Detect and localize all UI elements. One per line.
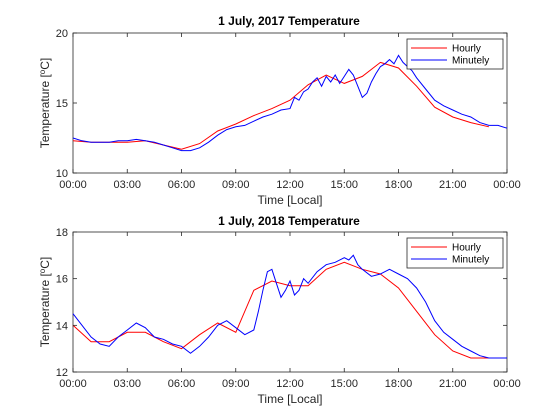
series-line-hourly	[72, 61, 490, 150]
legend-label: Minutely	[452, 255, 489, 266]
chart-title: 1 July, 2018 Temperature	[218, 214, 360, 228]
x-tick-label: 15:00	[330, 378, 358, 390]
legend-box	[406, 237, 504, 269]
legend-box	[406, 38, 504, 70]
y-tick-label: 16	[56, 274, 68, 286]
x-tick-label: 06:00	[168, 179, 196, 191]
x-tick-label: 00:00	[493, 179, 521, 191]
x-tick-label: 09:00	[222, 179, 250, 191]
x-tick-label: 00:00	[59, 378, 87, 390]
x-tick-label: 00:00	[493, 378, 521, 390]
chart-2017: 1 July, 2017 Temperature 00:00 03:00 06:00…	[38, 14, 521, 207]
chart-2018: 1 July, 2018 Temperature 00:00 03:00 06:00…	[38, 214, 521, 406]
legend-label: Hourly	[452, 243, 481, 254]
y-tick-label: 15	[56, 98, 68, 110]
legend-label: Minutely	[452, 56, 489, 67]
y-axis-label: Temperature [oC]	[38, 58, 53, 149]
x-tick-label: 21:00	[439, 378, 467, 390]
x-tick-label: 09:00	[222, 378, 250, 390]
x-tick-label: 03:00	[113, 378, 141, 390]
legend-label: Hourly	[452, 44, 481, 55]
x-tick-label: 03:00	[113, 179, 141, 191]
x-tick-label: 18:00	[385, 378, 413, 390]
x-tick-label: 12:00	[276, 378, 304, 390]
series-line-minutely	[72, 254, 507, 359]
x-tick-label: 00:00	[59, 179, 87, 191]
x-tick-label: 18:00	[385, 179, 413, 191]
series-group	[72, 54, 508, 152]
x-tick-label: 12:00	[276, 179, 304, 191]
y-tick-label: 18	[56, 227, 68, 239]
series-group	[72, 254, 507, 359]
y-tick-label: 14	[56, 320, 68, 332]
series-line-hourly	[72, 261, 489, 359]
x-tick-label: 15:00	[330, 179, 358, 191]
x-axis-label: Time [Local]	[258, 193, 323, 207]
y-axis-label: Temperature [oC]	[38, 257, 53, 348]
y-tick-label: 12	[56, 367, 68, 379]
series-line-minutely	[72, 54, 508, 152]
y-tick-label: 10	[56, 168, 68, 180]
x-axis-label: Time [Local]	[258, 392, 323, 406]
chart-title: 1 July, 2017 Temperature	[218, 14, 360, 28]
x-tick-label: 21:00	[439, 179, 467, 191]
x-tick-label: 06:00	[168, 378, 196, 390]
y-tick-label: 20	[56, 28, 68, 40]
